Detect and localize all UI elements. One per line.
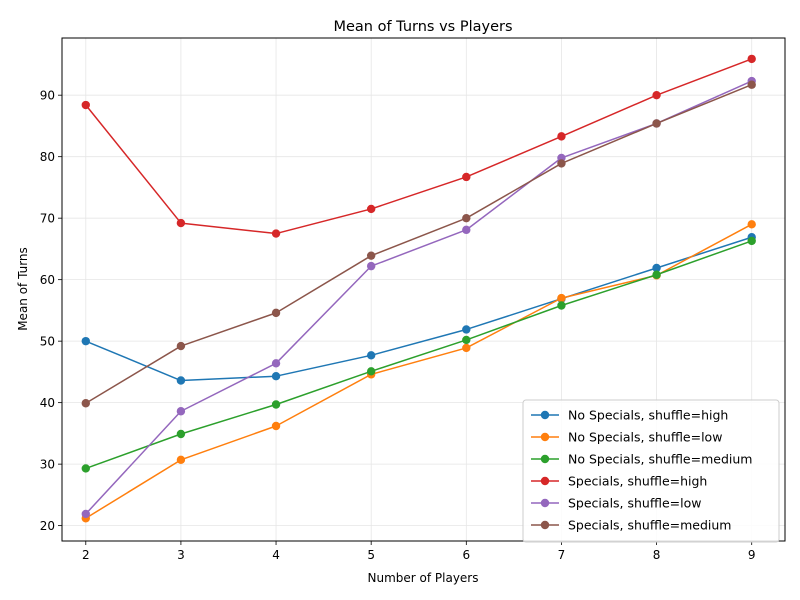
series-line	[85, 240, 752, 470]
legend-item: No Specials, shuffle=low	[531, 430, 722, 445]
data-point	[366, 204, 376, 214]
series-1	[81, 233, 756, 385]
data-point	[462, 325, 471, 334]
y-tick-label: 20	[40, 519, 55, 533]
y-axis-label: Mean of Turns	[16, 247, 30, 331]
data-point	[747, 54, 756, 64]
y-tick-label: 90	[40, 89, 55, 103]
legend-marker	[540, 520, 550, 530]
x-tick-label: 5	[367, 548, 375, 562]
legend-marker	[540, 476, 550, 486]
chart-title: Mean of Turns vs Players	[333, 19, 512, 35]
legend-label: Specials, shuffle=high	[568, 474, 707, 489]
grid	[62, 38, 785, 541]
y-tick-label: 60	[40, 273, 55, 287]
axis-ticks: 2 3 4 5 6 7 8 9 20 30 40 50 60 70 80 90	[40, 89, 756, 562]
data-point	[271, 229, 281, 238]
legend-box	[522, 399, 780, 543]
data-point	[652, 90, 661, 100]
series-line	[85, 84, 752, 404]
legend: No Specials, shuffle=high No Specials, sh…	[522, 399, 780, 543]
data-point	[462, 213, 471, 223]
data-point	[366, 251, 376, 260]
y-tick-label: 50	[40, 335, 55, 349]
data-point	[366, 351, 376, 360]
x-tick-label: 2	[82, 548, 90, 562]
data-point	[557, 132, 566, 141]
data-point	[271, 400, 281, 409]
x-tick-label: 8	[653, 548, 661, 562]
y-tick-label: 70	[40, 212, 55, 226]
data-point	[462, 225, 471, 235]
data-point	[366, 367, 376, 376]
plot-frame	[61, 37, 786, 542]
series-line	[85, 58, 752, 235]
data-point	[81, 399, 90, 408]
legend-label: Specials, shuffle=low	[568, 496, 701, 511]
legend-label: Specials, shuffle=medium	[568, 518, 731, 533]
x-tick-label: 6	[462, 548, 470, 562]
legend-item: Specials, shuffle=low	[531, 496, 701, 511]
x-tick-label: 9	[748, 548, 756, 562]
data-point	[271, 372, 281, 381]
data-point	[462, 172, 471, 182]
data-point	[366, 261, 376, 271]
y-tick-label: 30	[40, 458, 55, 472]
data-point	[176, 376, 186, 385]
data-point	[557, 159, 566, 168]
legend-label: No Specials, shuffle=high	[568, 408, 728, 423]
data-point	[557, 293, 566, 303]
legend-item: No Specials, shuffle=high	[531, 408, 728, 423]
data-point	[81, 464, 90, 473]
data-point	[462, 343, 471, 353]
series-3	[81, 236, 756, 473]
data-point	[81, 100, 90, 110]
data-point	[271, 359, 281, 368]
data-point	[652, 263, 661, 273]
legend-marker	[540, 454, 550, 464]
data-point	[176, 429, 186, 439]
series-line	[85, 80, 753, 515]
data-point	[557, 301, 566, 310]
series-line	[85, 236, 752, 382]
series-lines	[81, 54, 756, 523]
legend-label: No Specials, shuffle=medium	[568, 452, 752, 467]
data-point	[747, 80, 756, 89]
data-point	[462, 335, 471, 345]
data-point	[747, 236, 756, 246]
legend-marker	[540, 432, 550, 442]
data-point	[176, 218, 186, 228]
y-tick-label: 80	[40, 150, 55, 164]
x-tick-label: 7	[558, 548, 566, 562]
data-point	[652, 119, 661, 128]
legend-item: Specials, shuffle=high	[531, 474, 707, 489]
data-point	[747, 220, 756, 229]
y-tick-label: 40	[40, 396, 55, 410]
legend-marker	[540, 498, 550, 508]
legend-item: Specials, shuffle=medium	[531, 518, 731, 533]
data-point	[176, 455, 186, 465]
data-point	[271, 421, 281, 431]
data-point	[652, 270, 661, 279]
legend-item: No Specials, shuffle=medium	[531, 452, 752, 467]
legend-label: No Specials, shuffle=low	[568, 430, 722, 445]
data-point	[81, 336, 90, 346]
x-axis-label: Number of Players	[368, 571, 479, 585]
data-point	[176, 407, 186, 416]
x-tick-label: 4	[272, 548, 280, 562]
data-point	[176, 341, 186, 351]
data-point	[271, 308, 281, 318]
series-4	[81, 54, 756, 238]
x-tick-label: 3	[177, 548, 185, 562]
legend-marker	[540, 410, 550, 420]
series-6	[81, 80, 756, 408]
data-point	[81, 509, 90, 519]
